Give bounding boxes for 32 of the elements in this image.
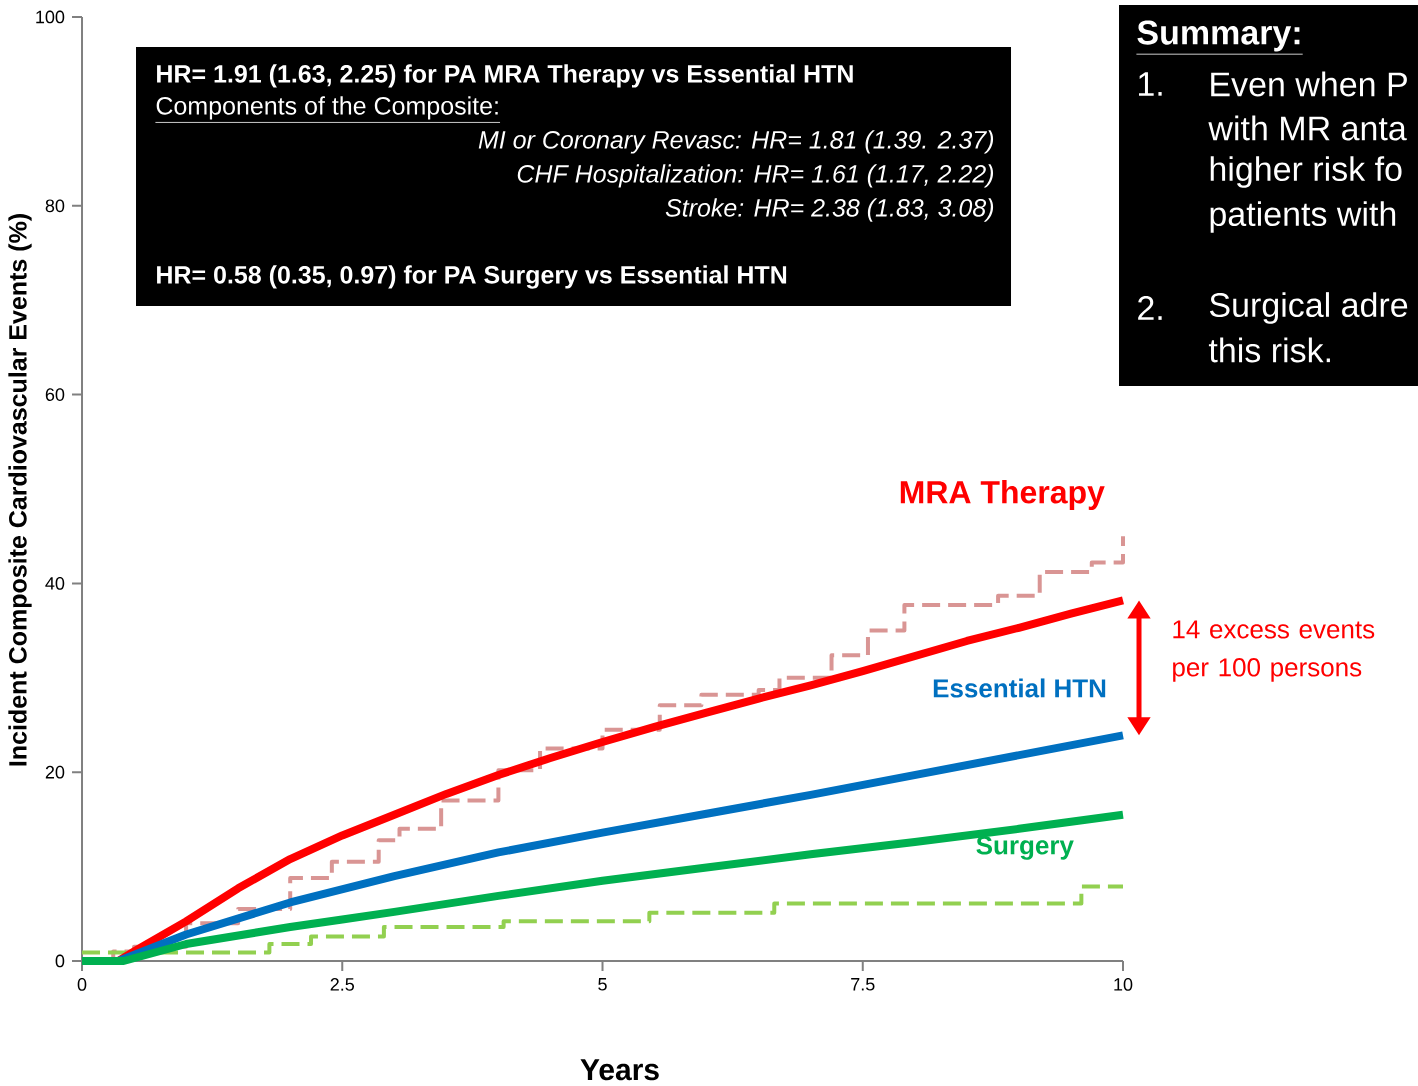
y-tick-label: 80 <box>45 199 65 213</box>
x-tick-label: 10 <box>1114 978 1133 991</box>
annotation: Stroke: HR= 2.38 (1.83, 3.08) <box>665 198 994 222</box>
x-tick-label: 0 <box>77 978 87 991</box>
text: Summary: <box>1137 20 1300 52</box>
annotation: MI or Coronary Revasc: HR= 1.81 (1.39. 2.37) <box>478 130 994 154</box>
text: Surgical adre <box>1209 292 1408 324</box>
x-tick-label: 7.5 <box>851 978 875 991</box>
y-tick-label: 60 <box>45 388 65 401</box>
text: 1. <box>1139 72 1162 96</box>
text: patients with <box>1210 201 1396 233</box>
y-tick-label: 20 <box>45 765 65 779</box>
y-axis-title: Incident Composite Cardiovascular Events (%) <box>8 214 32 766</box>
text: with MR anta <box>1208 115 1407 141</box>
y-tick-label: 100 <box>36 10 65 24</box>
y-tick-label: 40 <box>45 577 65 590</box>
annotation: CHF Hospitalization: HR= 1.61 (1.17, 2.22) <box>517 164 994 188</box>
annotation: Components of the Composite: <box>156 96 498 120</box>
x-tick-label: 2.5 <box>330 978 355 991</box>
text: Even when P <box>1211 71 1407 97</box>
series-label: Surgery <box>976 836 1074 860</box>
annotation: HR= 1.91 (1.63, 2.25) for PA MRA Therapy vs Essential HTN <box>157 64 853 88</box>
text: 2. <box>1138 296 1162 320</box>
text: MRA Therapy <box>900 480 1105 510</box>
annotation: HR= 0.58 (0.35, 0.97) for PA Surgery vs Essential HTN <box>157 265 787 289</box>
x-axis-title: Years <box>580 1059 659 1081</box>
text: higher risk fo <box>1210 156 1402 188</box>
series-label: Essential HTN <box>933 678 1106 698</box>
text: this risk. <box>1208 337 1330 363</box>
x-tick-label: 5 <box>598 978 607 991</box>
y-tick-label: 0 <box>55 954 65 968</box>
text: 14 excess events per 100 persons <box>1173 620 1375 682</box>
